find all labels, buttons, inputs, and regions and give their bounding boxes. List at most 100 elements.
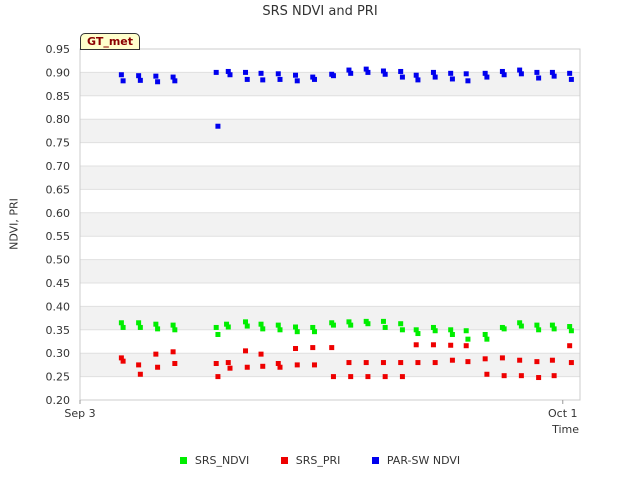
point-par-sw-ndvi (225, 68, 231, 74)
legend-label-srs-ndvi: SRS_NDVI (194, 454, 250, 467)
x-tick-label: Sep 3 (64, 407, 95, 420)
legend-swatch-srs-ndvi (179, 457, 187, 464)
point-par-sw-ndvi (449, 76, 455, 82)
point-par-sw-ndvi (549, 69, 555, 75)
y-tick-label: 0.45 (46, 277, 71, 290)
point-par-sw-ndvi (568, 76, 574, 82)
point-srs-ndvi (463, 328, 469, 334)
point-par-sw-ndvi (293, 72, 299, 78)
point-srs-pri (551, 373, 557, 379)
point-srs-ndvi (294, 329, 300, 335)
point-par-sw-ndvi (415, 77, 421, 83)
point-srs-pri (172, 360, 178, 366)
point-srs-pri (536, 375, 542, 381)
point-srs-pri (518, 373, 524, 379)
point-srs-pri (517, 357, 523, 363)
plot-band (80, 72, 580, 96)
point-srs-ndvi (348, 322, 354, 328)
y-tick-label: 0.40 (46, 300, 71, 313)
point-srs-pri (213, 360, 219, 366)
point-srs-ndvi (330, 322, 336, 328)
point-par-sw-ndvi (430, 69, 436, 75)
point-srs-ndvi (465, 336, 471, 342)
point-par-sw-ndvi (551, 73, 557, 79)
point-srs-pri (482, 356, 488, 362)
point-par-sw-ndvi (136, 73, 142, 79)
point-srs-pri (330, 374, 336, 380)
chart-title: SRS NDVI and PRI (262, 4, 378, 19)
point-srs-pri (365, 374, 371, 380)
point-srs-ndvi (225, 324, 231, 330)
legend: SRS_NDVI SRS_PRI PAR-SW NDVI (0, 454, 640, 467)
y-tick-label: 0.30 (46, 347, 71, 360)
point-srs-ndvi (244, 323, 250, 329)
point-par-sw-ndvi (482, 70, 488, 76)
point-srs-ndvi (293, 324, 299, 330)
point-srs-ndvi (551, 326, 557, 332)
point-srs-pri (153, 351, 159, 357)
y-tick-label: 0.70 (46, 160, 71, 173)
point-srs-ndvi (120, 324, 126, 330)
y-tick-label: 0.85 (46, 90, 71, 103)
point-srs-pri (430, 342, 436, 348)
point-srs-pri (363, 360, 369, 366)
y-tick-label: 0.60 (46, 207, 71, 220)
point-par-sw-ndvi (413, 72, 419, 78)
point-srs-pri (118, 355, 124, 361)
point-srs-pri (260, 363, 266, 369)
point-srs-pri (227, 365, 233, 371)
point-par-sw-ndvi (137, 77, 143, 83)
point-par-sw-ndvi (448, 70, 454, 76)
point-srs-pri (348, 374, 354, 380)
point-srs-ndvi (118, 320, 124, 326)
point-srs-pri (465, 359, 471, 365)
point-srs-pri (225, 360, 231, 366)
point-srs-pri (432, 360, 438, 366)
point-srs-pri (155, 364, 161, 370)
x-axis-ticks: Sep 3 Oct 1 (64, 400, 578, 420)
point-srs-pri (329, 345, 335, 351)
point-par-sw-ndvi (534, 69, 540, 75)
legend-item-srs-pri: SRS_PRI (280, 454, 340, 467)
point-par-sw-ndvi (567, 70, 573, 76)
legend-swatch-srs-pri (280, 457, 288, 464)
point-srs-pri (499, 355, 505, 361)
point-srs-pri (567, 343, 573, 349)
legend-item-srs-ndvi: SRS_NDVI (179, 454, 250, 467)
point-par-sw-ndvi (258, 70, 264, 76)
point-srs-pri (137, 371, 143, 377)
point-par-sw-ndvi (363, 66, 369, 72)
point-srs-pri (501, 373, 507, 379)
point-srs-ndvi (399, 327, 405, 333)
plot-frame (79, 48, 581, 401)
point-par-sw-ndvi (348, 70, 354, 76)
point-srs-ndvi (153, 321, 159, 327)
y-tick-label: 0.80 (46, 113, 71, 126)
point-par-sw-ndvi (294, 78, 300, 84)
point-srs-pri (484, 371, 490, 377)
plot-band (80, 212, 580, 237)
point-par-sw-ndvi (380, 68, 386, 74)
x-tick-label: Oct 1 (548, 407, 578, 420)
y-axis-label: NDVI, PRI (7, 198, 21, 250)
point-par-sw-ndvi (517, 67, 523, 73)
point-srs-ndvi (449, 331, 455, 337)
point-par-sw-ndvi (213, 69, 219, 75)
point-par-sw-ndvi (311, 76, 317, 82)
y-tick-label: 0.65 (46, 183, 71, 196)
point-par-sw-ndvi (382, 71, 388, 77)
point-par-sw-ndvi (153, 73, 159, 79)
point-srs-ndvi (243, 319, 249, 325)
point-srs-ndvi (482, 331, 488, 337)
point-srs-ndvi (311, 329, 317, 335)
point-par-sw-ndvi (501, 72, 507, 78)
point-par-sw-ndvi (399, 74, 405, 80)
point-srs-pri (534, 359, 540, 365)
point-srs-pri (244, 364, 250, 370)
point-par-sw-ndvi (244, 76, 250, 82)
point-srs-pri (136, 362, 142, 368)
site-badge: GT_met (80, 33, 141, 50)
point-srs-pri (463, 343, 469, 349)
point-par-sw-ndvi (432, 74, 438, 80)
point-srs-ndvi (346, 319, 352, 325)
